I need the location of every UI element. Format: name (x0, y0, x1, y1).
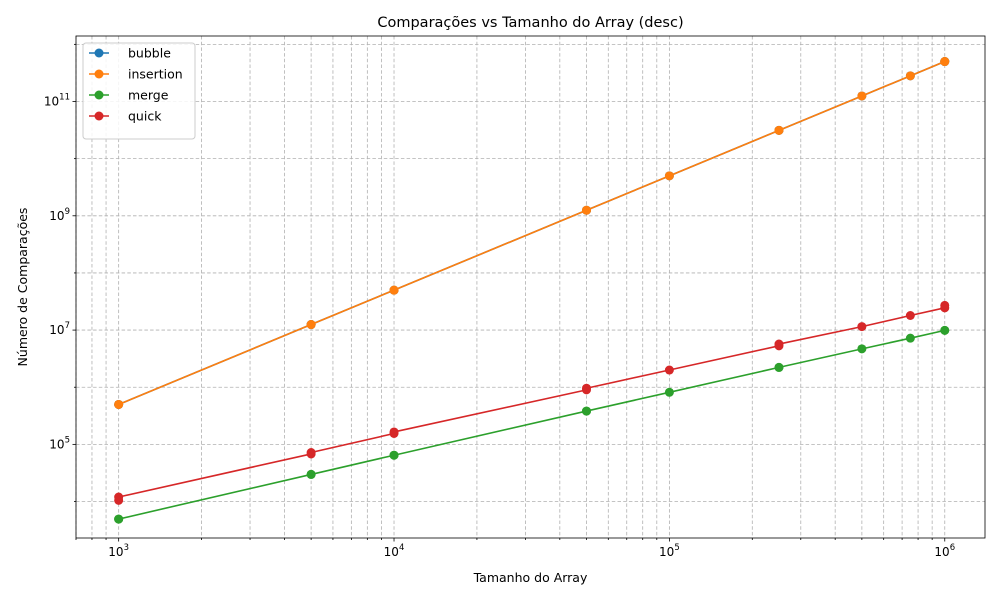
legend-label-bubble: bubble (128, 46, 171, 61)
data-point-insertion (774, 125, 784, 135)
y-tick-label: 107 (49, 321, 70, 337)
chart-title: Comparações vs Tamanho do Array (desc) (377, 15, 683, 31)
data-point-quick (857, 322, 867, 332)
data-point-merge (774, 362, 784, 372)
data-point-insertion (306, 320, 316, 330)
data-point-quick (389, 427, 399, 437)
legend-label-quick: quick (128, 109, 162, 124)
x-tick-label: 106 (934, 543, 955, 559)
data-point-insertion (905, 71, 915, 81)
data-point-insertion (114, 399, 124, 409)
y-tick-label: 109 (49, 207, 70, 223)
axis-ticks: 103 104 105 106 105 107 109 1011 (44, 43, 955, 559)
plot-frame (75, 35, 986, 539)
legend-marker-insertion (94, 69, 104, 79)
series-merge (114, 325, 950, 524)
data-point-quick (581, 383, 591, 393)
y-tick-label: 105 (49, 435, 70, 451)
data-point-insertion (857, 91, 867, 101)
series-insertion (114, 57, 950, 409)
data-point-merge (905, 333, 915, 343)
data-point-merge (389, 450, 399, 460)
data-point-merge (664, 387, 674, 397)
data-point-insertion (389, 285, 399, 295)
data-point-quick (940, 300, 950, 310)
data-point-merge (940, 325, 950, 335)
y-tick-label: 1011 (44, 92, 70, 108)
legend-box (82, 42, 196, 140)
legend-marker-merge (94, 90, 104, 100)
data-point-merge (581, 406, 591, 416)
data-series (114, 57, 950, 524)
x-tick-label: 105 (659, 543, 680, 559)
x-tick-label: 103 (108, 543, 129, 559)
data-point-merge (857, 344, 867, 354)
data-point-quick (664, 365, 674, 375)
data-point-insertion (940, 57, 950, 67)
series-quick (114, 300, 950, 505)
data-point-merge (306, 469, 316, 479)
data-point-quick (774, 339, 784, 349)
x-tick-label: 104 (384, 543, 405, 559)
data-point-insertion (581, 205, 591, 215)
data-point-merge (114, 514, 124, 524)
data-point-quick (905, 310, 915, 320)
legend-label-insertion: insertion (128, 67, 183, 82)
legend-label-merge: merge (128, 88, 169, 103)
data-point-quick (306, 448, 316, 458)
y-axis-label: Número de Comparações (15, 208, 30, 367)
data-point-insertion (664, 171, 674, 181)
legend-marker-bubble (94, 48, 104, 58)
x-axis-label: Tamanho do Array (473, 570, 588, 585)
legend: bubble insertion merge quick (82, 42, 196, 140)
legend-marker-quick (94, 111, 104, 121)
data-point-quick (114, 492, 124, 502)
